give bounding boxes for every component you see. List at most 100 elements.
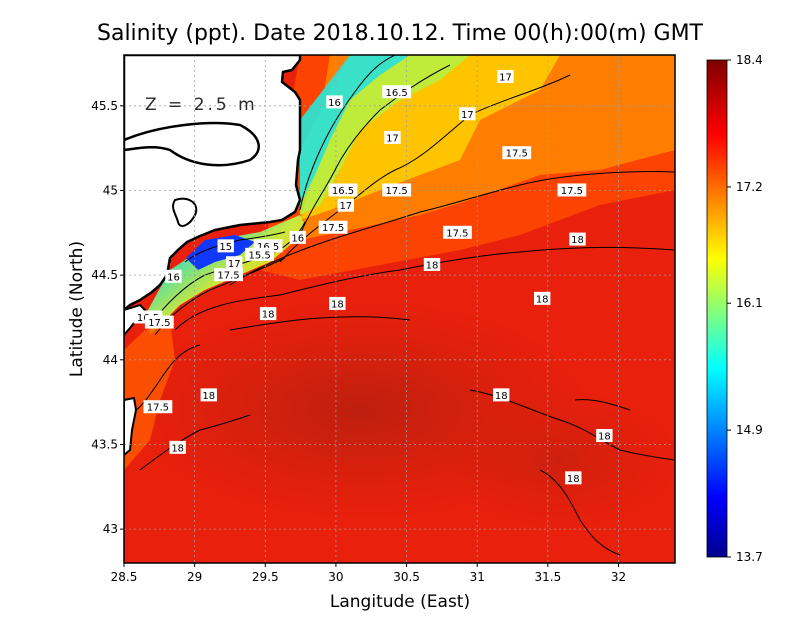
contour-label-text: 18 [171,443,184,454]
x-tick-label: 31.5 [534,570,561,584]
x-tick-label: 30 [328,570,343,584]
contour-18-south-2 [139,414,251,471]
contour-label-text: 18 [495,391,508,402]
contour-label-text: 17.5 [147,403,169,414]
field-deep-core-2 [440,390,675,530]
contour-label-box [493,388,510,402]
contour-label: 18 [565,471,582,485]
contour-label-text: 16 [291,233,304,244]
contour-label: 16 [326,95,343,109]
contour-label-box [382,85,412,99]
land [124,55,302,457]
field-cyan-north [300,55,410,205]
contour-label: 17.5 [144,315,174,329]
contour-label: 17 [226,256,243,270]
contour-label-text: 17 [228,259,241,270]
contour-label-box [533,291,551,305]
contour-label-text: 17.5 [217,271,239,282]
y-tick-label: 45.5 [91,99,118,113]
contour-label-text: 17.5 [506,149,528,160]
contour-label: 18 [259,307,277,321]
contour-label-text: 16 [167,272,180,283]
contour-label-text: 16 [328,98,341,109]
contour-16.5-north [299,64,451,236]
x-tick-label: 31 [470,570,485,584]
contour-label: 17 [337,198,355,212]
contour-label-box [596,429,613,442]
colorbar-tick-label: 13.7 [736,550,763,564]
contour-label: 18 [169,440,186,454]
contour-label-text: 16.5 [386,88,408,99]
land-west-strip [124,396,138,457]
contour-label: 17 [384,130,401,144]
contour-label-box [245,247,275,261]
contour-label-box [569,232,586,246]
contour-label-box [214,268,243,282]
y-tick-label: 44 [103,353,118,367]
land-mass [124,55,302,312]
contour-label-text: 18 [426,260,439,271]
contour-label-text: 17 [386,133,399,144]
colorbar-tick-label: 18.4 [736,53,763,67]
contour-18-east-2 [539,469,621,556]
contour-label: 17.5 [382,183,412,197]
contour-label: 17.5 [143,400,173,414]
contour-label-box [497,70,514,84]
contour-16-north [299,55,396,211]
contour-label-text: 18 [567,474,580,485]
colorbar-tick-label: 16.1 [736,296,763,310]
x-axis-label: Langitude (East) [330,592,470,612]
contour-label-text: 17 [499,73,512,84]
contour-label-text: 17 [339,201,352,212]
x-tick-label: 29.5 [252,570,279,584]
contour-label-box [217,239,234,253]
contour-label: 18 [569,232,586,246]
contour-label-text: 17.5 [561,186,583,197]
colorbar-tick-label: 14.9 [736,423,763,437]
contour-label-box [459,107,476,121]
y-tick-label: 45 [103,183,118,197]
contour-label-box [259,307,277,321]
contour-label-box [165,269,182,283]
contour-label-text: 15 [219,242,232,253]
x-tick-label: 30.5 [393,570,420,584]
x-axis: 28.5 29 29.5 30 30.5 31 31.5 32 [111,563,626,584]
contour-label: 17.5 [557,183,587,197]
contour-label-text: 17.5 [446,228,468,239]
contour-label: 16.5 [328,183,358,197]
contour-label: 17.5 [318,220,348,234]
contour-label-box [502,146,532,160]
contour-label-box [144,315,174,329]
contour-label-text: 16.5 [257,242,279,253]
contour-18-main [174,246,675,331]
colorbar-gradient [706,59,728,558]
contour-label-box [384,130,401,144]
contour-label-box [289,230,306,244]
contour-label-box [337,198,355,212]
contour-label-box [329,296,346,310]
contour-label-box [169,440,186,454]
contour-label-text: 17 [461,110,474,121]
contour-label-text: 18 [331,299,344,310]
contour-label: 17.5 [502,146,532,160]
y-axis-label: Latitude (North) [67,241,87,377]
contour-label: 18 [533,291,551,305]
y-tick-label: 44.5 [91,268,118,282]
contour-label-text: 17.5 [148,318,170,329]
contour-label-text: 18 [262,310,275,321]
y-tick-label: 43.5 [91,437,118,451]
contour-label: 17.5 [214,268,243,282]
contour-label-box [143,400,173,414]
x-tick-label: 29 [187,570,202,584]
contour-label-text: 16.5 [332,186,354,197]
y-tick-label: 43 [103,522,118,536]
contour-label: 17 [497,70,514,84]
contour-label-text: 18 [571,235,584,246]
land-bay-cut [124,121,260,167]
contour-label: 17 [459,107,476,121]
plot-frame [123,54,676,564]
land-lagoon [172,197,198,227]
